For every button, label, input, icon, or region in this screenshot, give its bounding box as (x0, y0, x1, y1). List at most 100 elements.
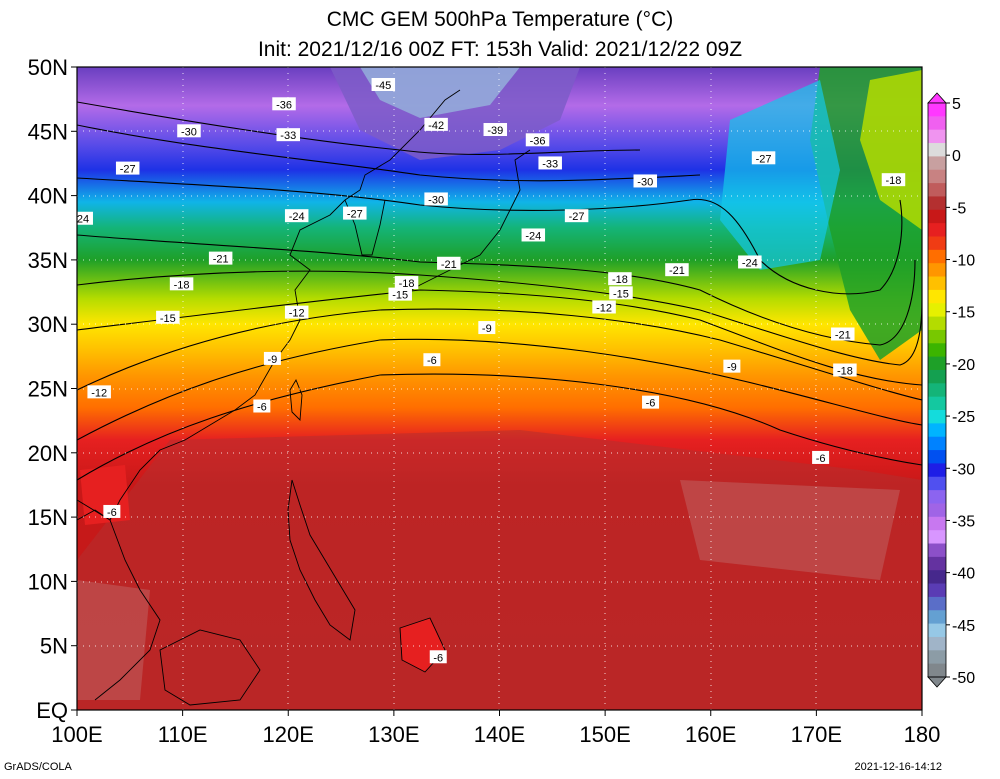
longitude-axis: 100E 110E 120E 130E 140E 150E 160E 170E 180 (51, 710, 940, 747)
colorbar-swatch (928, 516, 946, 531)
contour-label: -21 (441, 259, 457, 271)
contour-label-bg (169, 277, 194, 291)
colorbar-swatch (928, 143, 946, 157)
colorbar-swatch (928, 103, 946, 117)
contour-label: -18 (174, 279, 190, 291)
contour-label: -24 (289, 211, 305, 223)
contour-label: -21 (835, 329, 851, 341)
lat-tick-label: 35N (28, 248, 68, 273)
colorbar-swatch (928, 369, 946, 384)
contour-label: -18 (837, 365, 853, 377)
lat-tick-label: 15N (28, 505, 68, 530)
colorbar-swatch (928, 223, 946, 237)
contour-label-bg (263, 351, 281, 365)
contour-label: -36 (530, 135, 546, 147)
colorbar-label: -45 (952, 618, 975, 635)
colorbar-swatch (928, 276, 946, 291)
contour-labels: -45 -42 -39 -36 -36 -33 -33 -30 -30 -30 -27 -27 -27 -… (73, 78, 906, 664)
contour-label: -12 (596, 302, 612, 314)
contour-label-bg (831, 327, 855, 341)
lat-tick-label: 40N (28, 184, 68, 209)
contour-label: -6 (646, 398, 656, 410)
contour-label: -6 (107, 507, 117, 519)
colorbar-label: -40 (952, 566, 975, 583)
colorbar-label: -5 (952, 200, 966, 217)
colorbar-swatch (928, 343, 946, 358)
contour-label: -6 (433, 652, 443, 664)
lat-tick-label: 45N (28, 119, 68, 144)
lat-tick-label: 50N (28, 55, 68, 80)
lon-tick-label: 160E (685, 722, 736, 747)
contour-label: -27 (569, 211, 585, 223)
colorbar-swatch (928, 530, 946, 544)
contour-label: -6 (816, 453, 826, 465)
contour-label-bg (881, 173, 906, 187)
contour-label: -30 (637, 176, 653, 188)
colorbar-label: -10 (952, 253, 975, 270)
lon-tick-label: 180 (904, 722, 941, 747)
colorbar-label: -25 (952, 409, 975, 426)
taiwan-coast (289, 378, 303, 422)
lat-tick-label: 10N (28, 569, 68, 594)
colorbar-swatch (928, 356, 946, 371)
lat-tick-label: 30N (28, 312, 68, 337)
contour-label: -18 (399, 278, 415, 290)
contour-label-bg (424, 117, 448, 131)
colorbar-label: -15 (952, 305, 975, 322)
contour-label: -30 (428, 194, 444, 206)
colorbar-swatch (928, 583, 946, 598)
colorbar-swatch (928, 249, 946, 264)
contour-label: -9 (268, 354, 278, 366)
colorbar-swatch (928, 116, 946, 131)
contour-label-bg (284, 209, 309, 223)
colorbar-swatch (928, 396, 946, 411)
contour-label-bg (103, 504, 121, 518)
colorbar-swatch (928, 156, 946, 171)
contour-label: -33 (542, 158, 558, 170)
philippines-coast (287, 479, 356, 641)
contour-label: -24 (525, 230, 541, 242)
contour-label-bg (284, 305, 309, 319)
contour-label: -9 (727, 362, 737, 374)
contour-label-bg (642, 395, 660, 409)
indochina-coast (77, 499, 161, 701)
contour-label: -18 (612, 274, 628, 286)
korea-coast (344, 199, 386, 256)
lon-tick-label: 140E (474, 722, 525, 747)
colorbar-swatch (928, 209, 946, 224)
warm-ridge-east-inner (860, 70, 922, 230)
contour-label-bg (276, 128, 300, 142)
contour-label-bg (156, 310, 180, 324)
contour-label: -30 (181, 126, 197, 138)
contour-label-bg (388, 287, 412, 301)
colorbar-swatch (928, 476, 946, 491)
colorbar-swatch (928, 610, 946, 625)
contour-label: -27 (120, 164, 136, 176)
colorbar-swatch (928, 636, 946, 651)
contour-label: -33 (280, 130, 296, 142)
contour-label-bg (608, 272, 632, 286)
contour-label-bg (437, 256, 461, 270)
colorbar-swatch (928, 570, 946, 584)
contour-label-bg (424, 192, 448, 206)
contour-label-bg (833, 363, 857, 377)
colorbar-swatch (928, 556, 946, 571)
colorbar-swatch (928, 329, 946, 344)
contour-label-bg (115, 161, 140, 175)
map-title-line-1: CMC GEM 500hPa Temperature (°C) (326, 8, 674, 31)
lat-tick-label: 25N (28, 377, 68, 402)
lat-tick-label: EQ (36, 698, 68, 723)
lat-tick-label: 5N (40, 634, 68, 659)
colorbar-swatch (928, 289, 946, 304)
contour-label: -27 (347, 209, 363, 221)
colorbar-swatch (928, 650, 946, 665)
coastlines (77, 89, 531, 706)
contour-label: -18 (886, 175, 902, 187)
contour-label: -15 (613, 288, 629, 300)
japan-coast (394, 149, 531, 301)
tropical-warm-patch-3 (77, 580, 150, 700)
contour-label-bg (812, 450, 830, 464)
colorbar-min-arrow (927, 676, 947, 688)
contour-label: -24 (73, 214, 89, 226)
contour-label-bg (723, 359, 741, 373)
